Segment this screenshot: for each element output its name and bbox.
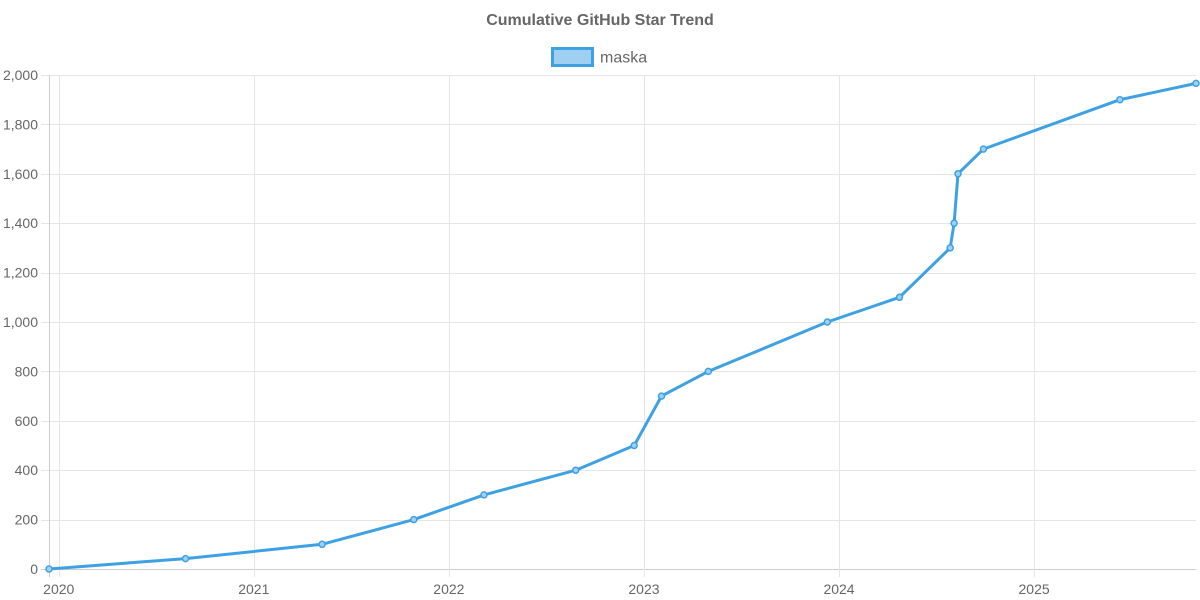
data-point[interactable] xyxy=(950,219,958,227)
y-tick-label: 0 xyxy=(30,561,38,577)
data-point[interactable] xyxy=(1192,79,1200,88)
series-line-maska xyxy=(47,81,1198,571)
x-tick-label: 2020 xyxy=(43,581,74,597)
data-point[interactable] xyxy=(946,244,954,252)
y-tick-label: 1,200 xyxy=(3,265,38,281)
y-tick-label: 1,600 xyxy=(3,166,38,182)
x-tick-label: 2023 xyxy=(628,581,659,597)
chart-title: Cumulative GitHub Star Trend xyxy=(486,12,714,29)
x-gridlines xyxy=(49,75,1035,577)
data-point[interactable] xyxy=(45,565,53,573)
data-point[interactable] xyxy=(480,491,488,499)
data-point[interactable] xyxy=(823,318,832,326)
x-axis-tick-labels: 2020 2021 2022 2023 2024 2025 xyxy=(43,581,1050,597)
y-axis-tick-labels: 0 200 400 600 800 1,000 1,200 1,400 1,600 1,800 2,… xyxy=(3,67,38,577)
x-tick-label: 2025 xyxy=(1019,581,1050,597)
y-tick-label: 2,000 xyxy=(3,67,38,83)
data-point[interactable] xyxy=(410,515,418,524)
legend-label-maska[interactable]: maska xyxy=(600,50,647,67)
y-tick-label: 200 xyxy=(15,512,39,528)
y-tick-label: 1,400 xyxy=(3,215,38,231)
data-point[interactable] xyxy=(1116,95,1124,104)
y-tick-label: 600 xyxy=(15,413,39,429)
data-point[interactable] xyxy=(979,145,988,153)
y-tick-label: 1,000 xyxy=(3,314,38,330)
data-point[interactable] xyxy=(704,367,713,376)
data-point[interactable] xyxy=(657,392,666,400)
y-gridlines xyxy=(41,75,1196,570)
x-tick-label: 2021 xyxy=(238,581,269,597)
x-tick-label: 2022 xyxy=(433,581,464,597)
data-point[interactable] xyxy=(895,293,904,302)
data-point[interactable] xyxy=(571,466,580,474)
data-point[interactable] xyxy=(954,170,962,178)
y-tick-label: 1,800 xyxy=(3,116,38,132)
data-point[interactable] xyxy=(318,540,326,549)
legend[interactable]: maska xyxy=(551,47,648,67)
y-tick-label: 400 xyxy=(15,462,39,478)
series-layer xyxy=(45,79,1200,573)
y-tick-label: 800 xyxy=(15,363,39,379)
legend-swatch-maska[interactable] xyxy=(551,47,594,67)
data-point[interactable] xyxy=(181,554,190,563)
data-point[interactable] xyxy=(630,441,638,450)
x-tick-label: 2024 xyxy=(823,581,854,597)
